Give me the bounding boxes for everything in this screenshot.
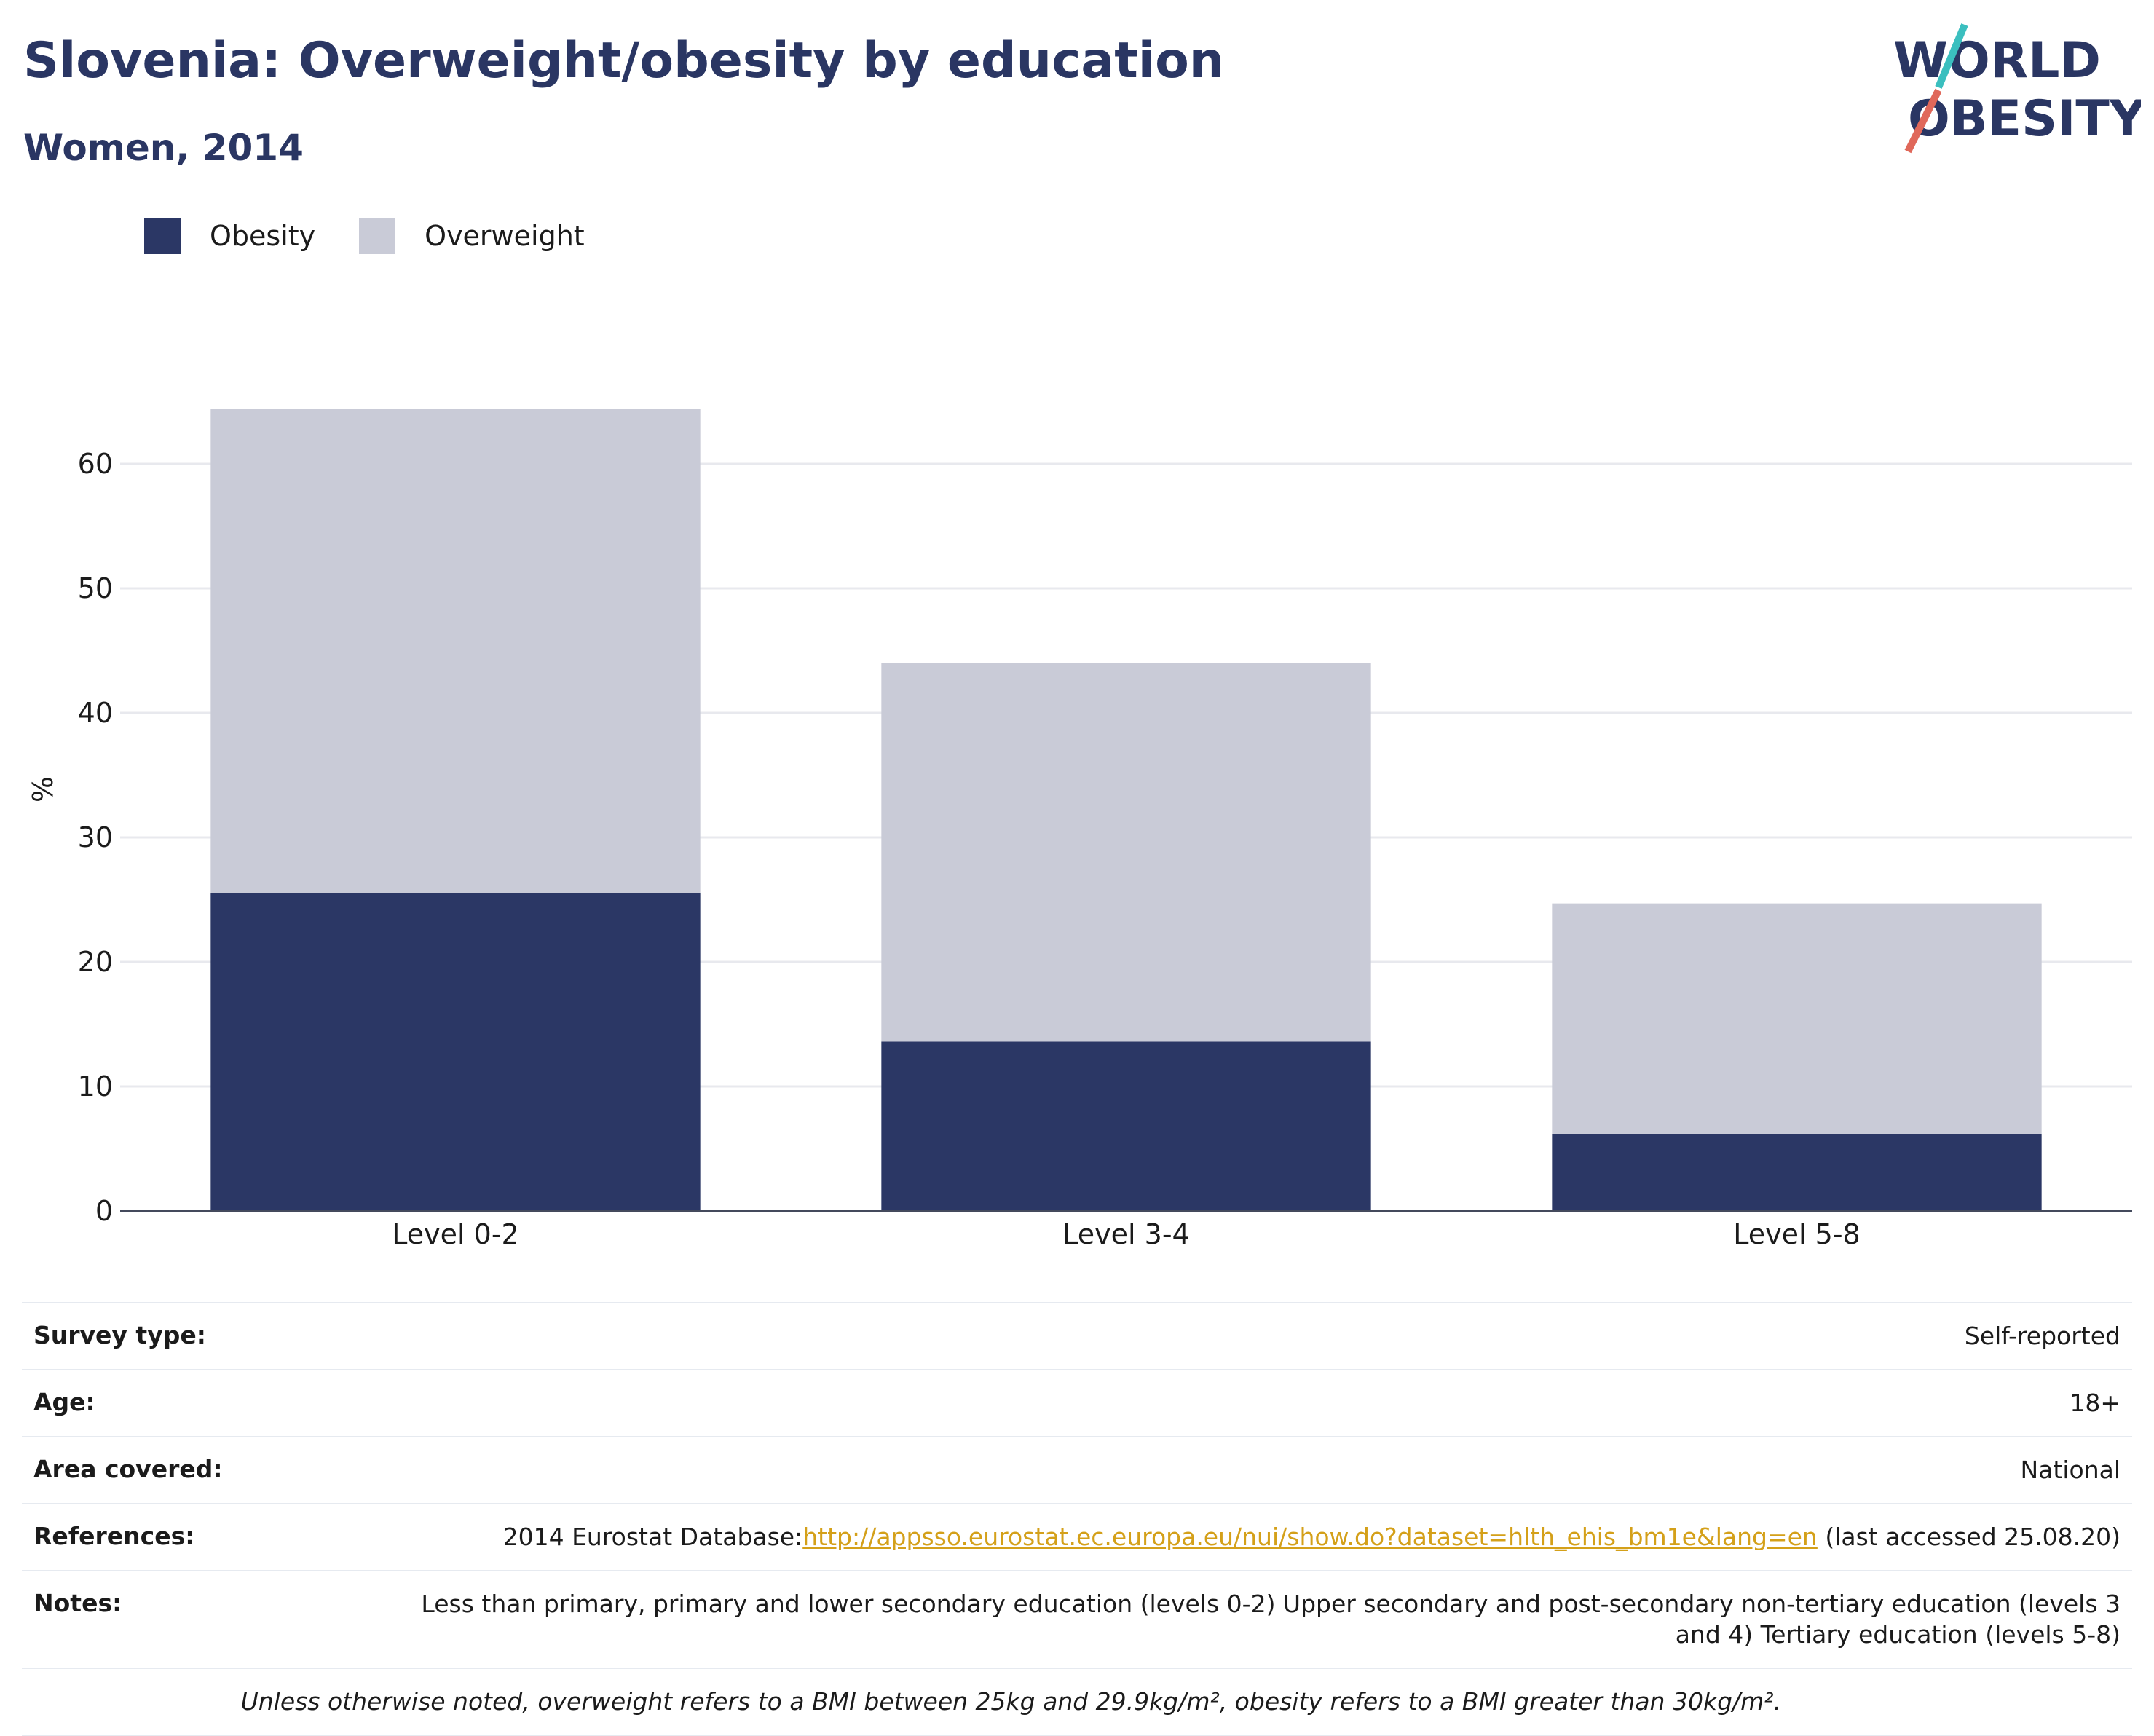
bar-overweight-1[interactable] [210, 409, 701, 893]
y-tick-label-20: 20 [78, 946, 113, 978]
bars [210, 409, 2042, 1211]
references-value: 2014 Eurostat Database:http://appsso.eur… [503, 1522, 2121, 1552]
references-link[interactable]: http://appsso.eurostat.ec.europa.eu/nui/… [802, 1523, 1818, 1551]
logo-line2: OBESITY [1908, 90, 2141, 148]
legend-label-overweight: Overweight [425, 220, 585, 252]
info-row-notes: Notes: Less than primary, primary and lo… [22, 1571, 2132, 1669]
references-label: References: [33, 1522, 195, 1550]
x-tick-label-1: Level 0-2 [392, 1218, 518, 1250]
y-tick-label-30: 30 [78, 821, 113, 853]
info-row-footnote: Unless otherwise noted, overweight refer… [22, 1669, 2132, 1736]
y-tick-label-50: 50 [78, 572, 113, 604]
area-value: National [2020, 1456, 2121, 1484]
world-obesity-logo: WORLD OBESITY [1893, 23, 2141, 154]
x-axis-ticks: Level 0-2 Level 3-4 Level 5-8 [392, 1218, 1860, 1250]
y-tick-label-60: 60 [78, 448, 113, 480]
references-prefix: 2014 Eurostat Database: [502, 1523, 803, 1551]
stacked-bar-chart: 0 10 20 30 40 50 60 Level 0-2 Level 3-4 Level 5-… [27, 409, 2132, 1250]
notes-label: Notes: [33, 1589, 122, 1617]
bar-obesity-2[interactable] [881, 1041, 1371, 1211]
chart-subtitle: Women, 2014 [23, 127, 304, 169]
y-axis-ticks: 0 10 20 30 40 50 60 [78, 448, 113, 1227]
bar-overweight-3[interactable] [1552, 903, 2042, 1134]
age-value: 18+ [2070, 1389, 2121, 1417]
x-tick-label-2: Level 3-4 [1062, 1218, 1189, 1250]
bar-obesity-3[interactable] [1552, 1133, 2042, 1211]
logo-line1: WORLD [1893, 32, 2101, 90]
legend: Obesity Overweight [144, 216, 628, 256]
bar-obesity-1[interactable] [210, 893, 701, 1211]
area-label: Area covered: [33, 1455, 223, 1483]
chart-title: Slovenia: Overweight/obesity by educatio… [23, 32, 1225, 90]
survey-type-value: Self-reported [1964, 1322, 2121, 1350]
legend-item-overweight[interactable]: Overweight [359, 218, 585, 254]
info-row-references: References: 2014 Eurostat Database:http:… [22, 1504, 2132, 1571]
legend-label-obesity: Obesity [210, 220, 316, 252]
info-row-survey-type: Survey type: Self-reported [22, 1303, 2132, 1370]
y-tick-label-40: 40 [78, 697, 113, 729]
y-axis-label: % [27, 776, 59, 802]
legend-swatch-overweight [359, 218, 396, 254]
references-suffix: (last accessed 25.08.20) [1817, 1523, 2121, 1551]
info-row-area: Area covered: National [22, 1437, 2132, 1504]
info-table: Survey type: Self-reported Age: 18+ Area… [22, 1302, 2132, 1736]
notes-value: Less than primary, primary and lower sec… [421, 1590, 2121, 1649]
survey-type-label: Survey type: [33, 1321, 206, 1349]
age-label: Age: [33, 1388, 95, 1416]
x-tick-label-3: Level 5-8 [1733, 1218, 1860, 1250]
y-tick-label-10: 10 [78, 1070, 113, 1102]
bmi-footnote: Unless otherwise noted, overweight refer… [240, 1687, 1781, 1716]
legend-swatch-obesity [144, 218, 181, 254]
bar-overweight-2[interactable] [881, 663, 1371, 1042]
info-row-age: Age: 18+ [22, 1370, 2132, 1437]
y-tick-label-0: 0 [95, 1195, 113, 1227]
legend-item-obesity[interactable]: Obesity [144, 218, 315, 254]
